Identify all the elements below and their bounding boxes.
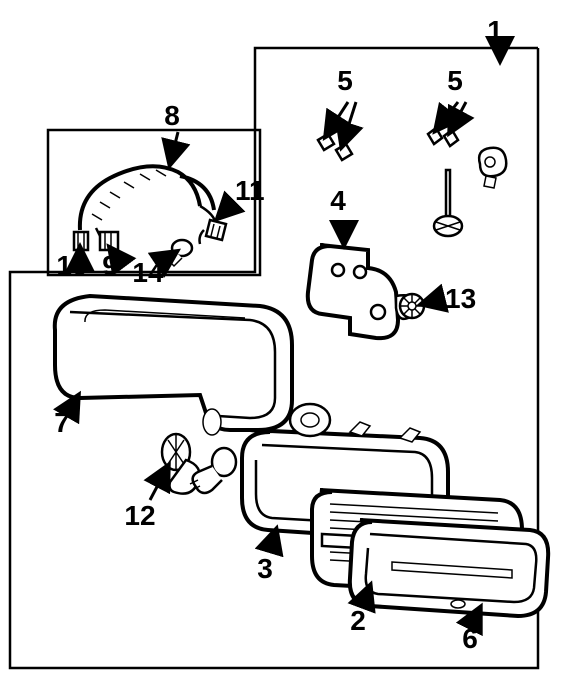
part-bezel (350, 520, 548, 616)
part-retainer-5a (318, 134, 352, 160)
part-adjuster-13 (400, 294, 424, 318)
label-10: 10 (56, 250, 87, 281)
part-connector-14 (168, 240, 192, 266)
label-2: 2 (350, 605, 366, 636)
label-13: 13 (445, 283, 476, 314)
part-wiring-harness (80, 166, 216, 230)
part-connector-10 (74, 232, 88, 250)
label-5b: 5 (447, 65, 463, 96)
label-12: 12 (124, 500, 155, 531)
part-vertical-adjuster (434, 170, 462, 236)
label-14: 14 (132, 257, 164, 288)
part-connector-9 (96, 228, 118, 250)
part-housing (55, 296, 292, 435)
label-4: 4 (330, 185, 346, 216)
label-11: 11 (235, 175, 265, 206)
label-8: 8 (164, 100, 180, 131)
label-6: 6 (462, 623, 478, 654)
part-mount-bracket (308, 245, 418, 338)
label-1: 1 (487, 15, 503, 46)
label-5a: 5 (337, 65, 353, 96)
label-3: 3 (257, 553, 273, 584)
label-9: 9 (102, 250, 118, 281)
part-knob (479, 148, 506, 188)
part-connector-11 (200, 220, 227, 244)
part-retainer-5b (428, 128, 458, 146)
label-7: 7 (54, 407, 70, 438)
